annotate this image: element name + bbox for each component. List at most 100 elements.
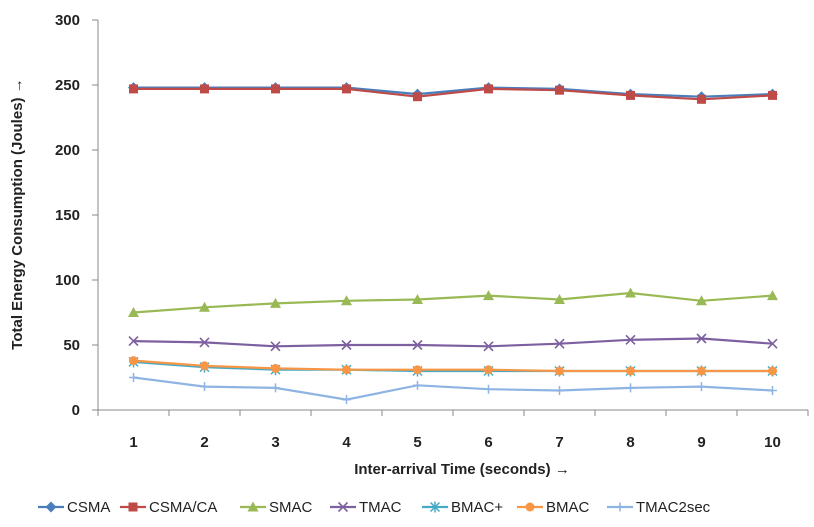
data-point-tmac2sec [626, 383, 635, 393]
series-line-tmac [133, 337, 773, 348]
legend-item-tmac: TMAC [330, 499, 402, 516]
y-tick-label: 50 [63, 337, 80, 354]
x-axis-ticks: 1 2 3 4 5 6 7 8 9 10 [97, 410, 809, 451]
data-point-tmac [483, 341, 494, 352]
series-tmac2sec [129, 373, 777, 405]
series-line-smac [133, 291, 773, 314]
data-point-csma-ca [271, 84, 280, 94]
legend-label: SMAC [269, 499, 313, 516]
series-line-bmac [133, 359, 773, 373]
data-point-bmac [484, 365, 493, 375]
data-point-smac [696, 295, 707, 306]
legend-label: BMAC [546, 499, 590, 516]
legend-item-bmac: BMAC [517, 499, 590, 516]
series-line-tmac2sec [133, 376, 773, 401]
data-point-tmac2sec [697, 382, 706, 392]
x-tick-label: 7 [555, 434, 563, 451]
data-point-bmac [342, 365, 351, 375]
y-tick-label: 100 [55, 272, 80, 289]
data-point-csma-ca [697, 94, 706, 104]
data-point-tmac2sec [271, 383, 280, 393]
data-point-bmac [129, 356, 138, 366]
y-tick-label: 150 [55, 207, 80, 224]
data-point-tmac2sec [342, 395, 351, 405]
series-csma-ca [129, 84, 777, 104]
data-point-tmac2sec [129, 373, 138, 382]
data-point-csma-ca [768, 90, 777, 100]
legend-swatch-marker [615, 502, 625, 512]
data-point-csma-ca [413, 92, 422, 102]
y-tick-label: 300 [55, 12, 80, 29]
data-point-csma-ca [129, 84, 138, 94]
legend-swatch-marker [128, 502, 138, 512]
data-point-csma-ca [200, 84, 209, 94]
x-tick-label: 3 [271, 434, 279, 451]
legend-swatch-marker [337, 501, 349, 513]
x-tick-label: 6 [484, 434, 492, 451]
series-tmac [128, 333, 778, 352]
data-point-smac [199, 301, 210, 312]
data-point-bmac [271, 363, 280, 373]
data-point-bmac [697, 366, 706, 376]
axes [97, 20, 808, 411]
data-point-tmac [696, 333, 707, 344]
legend-swatch-marker [45, 501, 57, 513]
data-point-tmac [412, 339, 423, 351]
legend-swatch-marker [247, 501, 259, 512]
data-point-tmac2sec [768, 386, 777, 395]
legend-item-csma: CSMA [38, 499, 110, 516]
legend-item-bmac: BMAC+ [422, 499, 503, 516]
data-point-tmac2sec [200, 382, 209, 392]
legend: CSMA CSMA/CA SMAC TMAC BMAC+ BMAC TMAC2sec [38, 499, 711, 516]
data-point-bmac [200, 361, 209, 371]
data-point-bmac [768, 366, 777, 376]
data-point-tmac [341, 339, 352, 351]
data-point-tmac2sec [484, 384, 493, 394]
x-tick-label: 1 [129, 434, 137, 451]
x-tick-label: 8 [626, 434, 634, 451]
x-tick-label: 2 [200, 434, 208, 451]
legend-item-csma-ca: CSMA/CA [120, 499, 217, 516]
data-point-tmac2sec [555, 386, 564, 395]
data-point-smac [270, 297, 281, 308]
data-point-tmac [625, 334, 636, 345]
data-point-smac [128, 307, 139, 317]
y-tick-label: 200 [55, 142, 80, 159]
data-point-tmac [128, 336, 139, 347]
legend-swatch-marker [429, 501, 441, 513]
y-tick-label: 250 [55, 77, 80, 94]
x-tick-label: 5 [413, 434, 421, 451]
series-smac [128, 287, 778, 317]
legend-label: CSMA/CA [149, 499, 217, 516]
data-point-bmac [626, 366, 635, 376]
x-tick-label: 9 [697, 434, 705, 451]
data-point-tmac [199, 337, 210, 348]
data-point-bmac [413, 365, 422, 375]
data-point-smac [412, 294, 423, 304]
series-layer [128, 82, 778, 405]
series-line-csma-ca [133, 87, 773, 101]
series-bmac [129, 356, 777, 376]
x-axis-title: Inter-arrival Time (seconds) → [354, 461, 570, 478]
data-point-tmac2sec [413, 380, 422, 390]
data-point-csma-ca [626, 90, 635, 100]
data-point-smac [341, 295, 352, 306]
data-point-csma-ca [555, 85, 564, 95]
series-line-csma [133, 86, 773, 98]
y-tick-label: 0 [72, 402, 80, 419]
data-point-smac [483, 290, 494, 301]
legend-label: TMAC [359, 499, 402, 516]
data-point-smac [554, 294, 565, 304]
legend-label: TMAC2sec [636, 499, 711, 516]
data-point-csma-ca [342, 84, 351, 94]
x-tick-label: 4 [342, 434, 351, 451]
legend-swatch-marker [525, 502, 535, 512]
data-point-tmac [767, 338, 778, 349]
legend-item-tmac2sec: TMAC2sec [607, 499, 711, 516]
data-point-tmac [554, 338, 565, 349]
y-axis-title: Total Energy Consumption (Joules) → [9, 78, 26, 349]
data-point-smac [625, 287, 636, 298]
legend-label: CSMA [67, 499, 110, 516]
y-axis-ticks: 0 50 100 150 200 250 300 [55, 12, 98, 419]
